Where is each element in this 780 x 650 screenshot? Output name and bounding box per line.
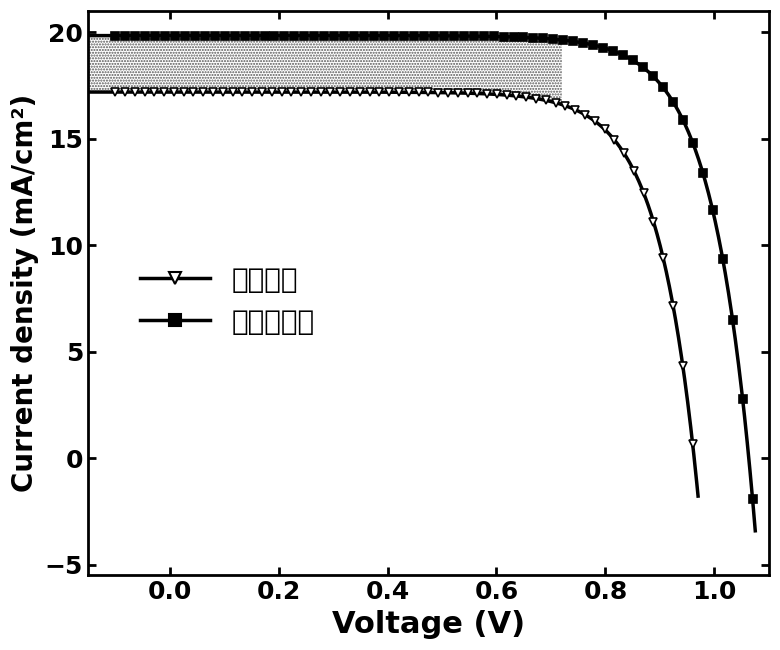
Y-axis label: Current density (mA/cm²): Current density (mA/cm²) [11,94,39,493]
X-axis label: Voltage (V): Voltage (V) [332,610,525,639]
Legend: 传统方法, 本发明方法: 传统方法, 本发明方法 [129,255,326,347]
